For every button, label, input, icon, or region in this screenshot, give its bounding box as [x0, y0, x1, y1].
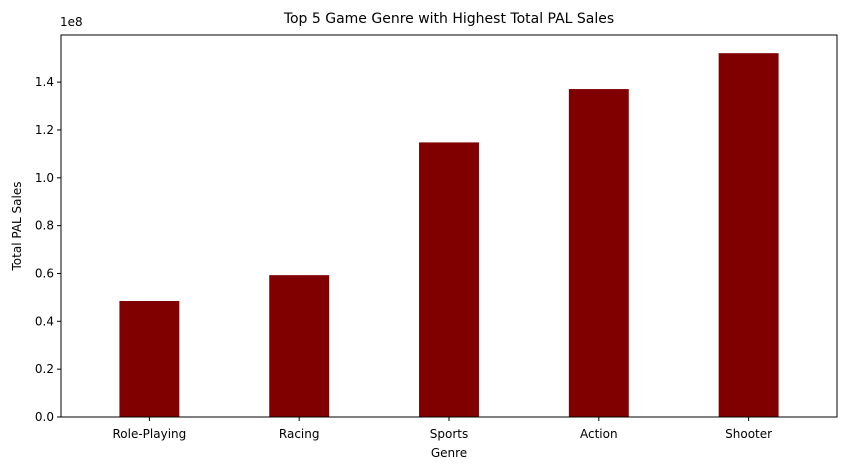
y-tick-label: 1.0 [35, 171, 54, 185]
y-axis-ticks: 0.0 0.2 0.4 0.6 0.8 1.0 1.2 1.4 [35, 75, 61, 424]
y-offset-text: 1e8 [60, 15, 83, 29]
x-axis-label: Genre [431, 446, 467, 460]
bar-sports [419, 142, 479, 417]
bar-racing [269, 275, 330, 417]
y-axis-label: Total PAL Sales [10, 182, 24, 272]
x-tick-label: Role-Playing [112, 427, 186, 441]
bar-role-playing [119, 300, 180, 417]
plot-frame [60, 34, 838, 418]
y-tick-label: 1.4 [35, 75, 54, 89]
x-tick-label: Sports [430, 427, 468, 441]
y-tick-label: 0.0 [35, 410, 54, 424]
y-tick-label: 1.2 [35, 123, 54, 137]
bar-shooter [718, 53, 779, 418]
y-tick-label: 0.6 [35, 266, 54, 280]
x-axis-ticks: Role-Playing Racing Sports Action Shooter [112, 417, 772, 441]
x-tick-label: Shooter [725, 427, 772, 441]
bars [119, 53, 779, 418]
chart-title: Top 5 Game Genre with Highest Total PAL … [283, 11, 614, 27]
y-tick-label: 0.4 [35, 314, 54, 328]
y-tick-label: 0.2 [35, 362, 54, 376]
x-tick-label: Action [580, 427, 618, 441]
bar-action [568, 89, 629, 417]
x-tick-label: Racing [279, 427, 320, 441]
y-tick-label: 0.8 [35, 219, 54, 233]
